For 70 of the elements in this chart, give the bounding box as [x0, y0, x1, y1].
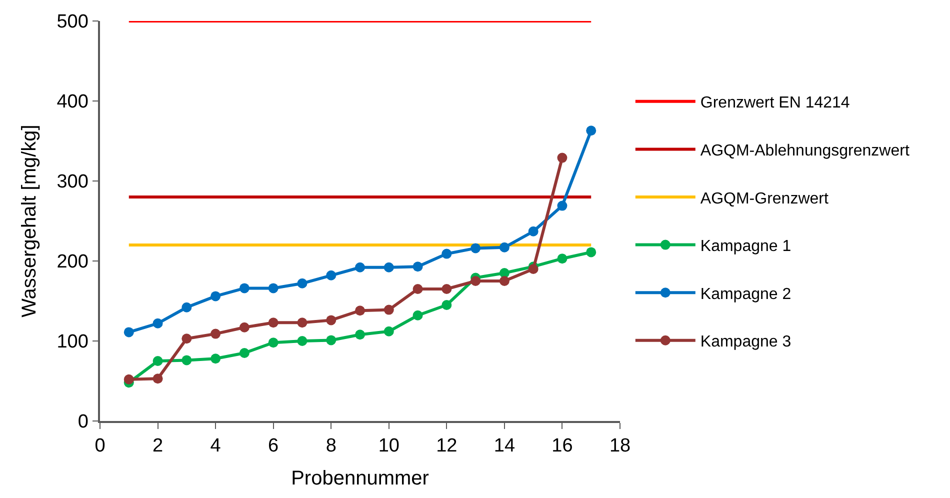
legend-label: AGQM-Ablehnungsgrenzwert — [700, 142, 910, 160]
point — [182, 334, 192, 344]
x-axis-title: Probennummer — [291, 468, 430, 490]
point — [239, 322, 250, 332]
point — [210, 291, 221, 302]
point — [442, 284, 452, 294]
point — [152, 374, 163, 384]
point — [182, 355, 192, 366]
legend-label: Grenzwert EN 14214 — [700, 94, 850, 112]
y-tick-label: 300 — [56, 172, 88, 193]
point — [384, 262, 394, 272]
point — [384, 304, 394, 315]
point — [499, 276, 510, 286]
point — [182, 302, 192, 312]
point — [412, 262, 423, 272]
y-axis-title: Wassergehalt [mg/kg] — [18, 124, 41, 318]
point — [326, 270, 336, 280]
point — [239, 283, 250, 294]
legend-label: Kampagne 3 — [700, 334, 792, 351]
point — [124, 374, 134, 384]
point — [528, 264, 538, 274]
legend-label: AGQM-Grenzwert — [700, 190, 829, 208]
point — [268, 318, 278, 328]
point — [152, 356, 163, 366]
point — [326, 315, 336, 326]
point — [499, 242, 510, 252]
point — [355, 306, 365, 316]
point — [355, 262, 365, 272]
point — [586, 247, 596, 258]
x-tick-label: 12 — [436, 436, 458, 457]
point — [152, 318, 163, 328]
x-tick-label: 0 — [94, 436, 106, 457]
y-tick-label: 400 — [56, 92, 88, 113]
point — [210, 354, 221, 364]
point — [557, 200, 568, 211]
point — [470, 243, 481, 254]
point — [326, 335, 336, 346]
point — [470, 276, 481, 286]
point — [268, 283, 278, 294]
point — [297, 336, 308, 346]
point — [412, 310, 423, 320]
point — [297, 318, 308, 328]
point — [210, 328, 221, 339]
x-tick-label: 10 — [378, 436, 400, 457]
point — [557, 152, 568, 163]
x-tick-label: 4 — [210, 436, 222, 457]
point — [557, 254, 568, 264]
point — [268, 338, 278, 348]
x-tick-label: 16 — [552, 436, 573, 457]
point — [412, 284, 423, 294]
point — [239, 348, 250, 358]
legend-label: Kampagne 1 — [700, 238, 792, 256]
point — [384, 326, 394, 336]
x-tick-label: 14 — [494, 436, 516, 457]
point — [442, 300, 452, 310]
point — [442, 248, 452, 259]
point — [297, 278, 308, 288]
y-tick-label: 0 — [78, 412, 88, 433]
point — [355, 330, 365, 340]
x-tick-label: 18 — [609, 436, 631, 457]
point — [586, 126, 596, 136]
point — [124, 327, 134, 338]
x-tick-label: 2 — [152, 436, 164, 457]
point — [528, 226, 538, 236]
y-tick-label: 100 — [56, 332, 88, 353]
x-tick-label: 8 — [326, 436, 336, 457]
y-tick-label: 500 — [56, 12, 88, 33]
y-tick-label: 200 — [56, 252, 88, 273]
x-tick-label: 6 — [268, 436, 279, 457]
legend-label: Kampagne 2 — [700, 286, 792, 303]
